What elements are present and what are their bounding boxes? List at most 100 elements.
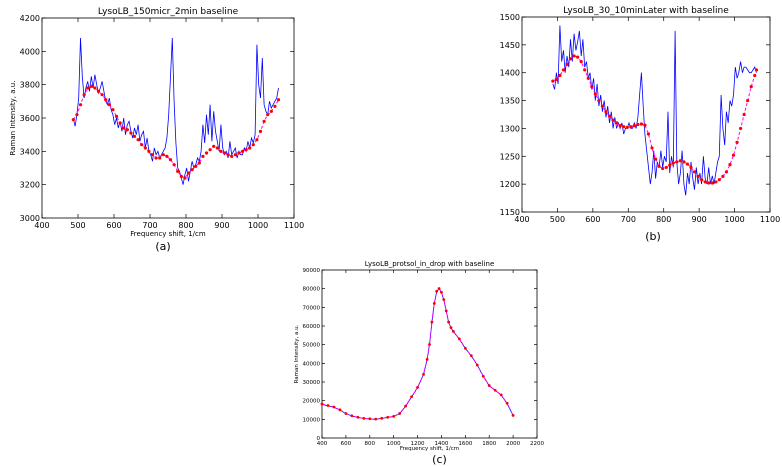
x-tick-label-b: 600 <box>585 215 600 224</box>
baseline-point-c <box>447 320 451 324</box>
baseline-point-c <box>374 417 378 421</box>
baseline-point-a <box>100 93 104 97</box>
y-tick-label-c: 40000 <box>303 361 321 367</box>
baseline-point-b <box>604 110 608 114</box>
chart-b: 400 500 600 700 800 900 1000 1100 1150 1200 1250 13… <box>500 6 781 243</box>
baseline-point-b <box>710 181 714 185</box>
x-tick-label-c: 2200 <box>530 441 544 447</box>
baseline-point-a <box>262 119 266 123</box>
baseline-point-b <box>696 174 700 178</box>
baseline-point-c <box>350 414 354 418</box>
y-tick-label-c: 80000 <box>303 287 321 293</box>
baseline-point-b <box>714 180 718 184</box>
baseline-point-c <box>344 412 348 415</box>
baseline-point-a <box>194 164 198 168</box>
baseline-point-c <box>422 372 425 376</box>
baseline-point-c <box>368 417 372 421</box>
baseline-line-c <box>321 287 514 420</box>
baseline-point-b <box>597 98 601 103</box>
baseline-point-b <box>607 114 612 118</box>
baseline-point-a <box>71 118 75 122</box>
baseline-point-a <box>125 128 129 132</box>
baseline-point-b <box>561 68 566 72</box>
baseline-point-a <box>161 153 165 157</box>
baseline-point-b <box>579 59 583 64</box>
y-tick-label-a: 3000 <box>20 214 40 223</box>
baseline-point-b <box>728 163 732 167</box>
baseline-point-c <box>505 401 509 405</box>
baseline-point-b <box>593 92 597 96</box>
baseline-point-a <box>96 89 101 93</box>
x-tick-label-a: 500 <box>70 221 85 230</box>
y-tick-label-c: 10000 <box>303 417 321 423</box>
x-tick-label-c: 1400 <box>434 441 448 447</box>
baseline-point-b <box>572 54 576 58</box>
baseline-point-b <box>625 125 629 129</box>
baseline-point-b <box>742 112 746 117</box>
baseline-point-a <box>75 113 79 117</box>
x-axis-label-a: Frequency shift, 1/cm <box>130 230 206 238</box>
x-tick-label-c: 800 <box>365 441 376 447</box>
x-tick-label-c: 1000 <box>387 441 401 447</box>
baseline-point-c <box>487 384 491 387</box>
y-tick-label-b: 1300 <box>500 124 520 133</box>
baseline-point-c <box>463 346 467 350</box>
baseline-point-a <box>258 129 263 133</box>
baseline-point-a <box>276 98 281 102</box>
baseline-point-c <box>326 404 330 407</box>
baseline-point-a <box>158 156 162 160</box>
baseline-point-a <box>89 84 93 88</box>
baseline-point-b <box>738 126 743 131</box>
x-tick-label-b: 700 <box>621 215 636 224</box>
x-axis-label-c: Frequency shift, 1/cm <box>400 446 459 452</box>
baseline-point-b <box>675 160 679 164</box>
baseline-point-c <box>410 395 413 399</box>
y-tick-label-a: 3200 <box>20 181 40 190</box>
figure-caption-c: (c) <box>432 453 447 466</box>
baseline-point-a <box>183 176 187 180</box>
baseline-point-b <box>611 118 615 122</box>
baseline-point-a <box>147 149 151 153</box>
baseline-point-b <box>754 68 759 72</box>
baseline-point-a <box>168 158 173 162</box>
y-tick-label-b: 1200 <box>500 180 520 189</box>
baseline-point-a <box>186 171 191 175</box>
baseline-point-b <box>721 174 725 178</box>
x-tick-label-b: 1000 <box>724 215 744 224</box>
y-tick-label-c: 90000 <box>303 268 321 274</box>
baseline-point-b <box>618 124 622 128</box>
x-tick-label-b: 900 <box>692 215 707 224</box>
baseline-point-b <box>707 181 711 185</box>
x-tick-label-c: 600 <box>341 441 352 447</box>
y-tick-label-c: 70000 <box>303 305 321 311</box>
baseline-point-c <box>440 290 443 294</box>
baseline-point-b <box>703 180 707 184</box>
baseline-point-a <box>266 113 270 117</box>
baseline-point-c <box>332 405 336 409</box>
x-tick-label-a: 900 <box>214 221 229 230</box>
baseline-point-a <box>255 138 259 142</box>
baseline-point-c <box>338 408 342 412</box>
baseline-point-a <box>107 103 111 107</box>
baseline-point-a <box>143 146 147 150</box>
baseline-point-b <box>664 165 668 170</box>
baseline-point-a <box>219 149 223 153</box>
baseline-point-b <box>661 166 665 171</box>
y-tick-label-a: 3600 <box>20 114 40 123</box>
x-tick-label-c: 400 <box>317 441 328 447</box>
y-tick-label-b: 1350 <box>500 97 520 106</box>
y-axis-label-a: Raman Intensity, a.u. <box>9 81 17 156</box>
baseline-point-c <box>320 402 324 406</box>
baseline-point-a <box>208 148 212 152</box>
y-tick-label-c: 60000 <box>303 324 321 330</box>
baseline-point-a <box>273 104 277 108</box>
baseline-point-a <box>190 168 194 172</box>
baseline-point-a <box>78 103 83 107</box>
baseline-point-b <box>554 77 558 81</box>
y-tick-label-b: 1450 <box>500 41 520 50</box>
y-tick-label-b: 1500 <box>500 13 520 22</box>
baseline-point-b <box>668 163 672 167</box>
x-tick-label-c: 1600 <box>458 441 472 447</box>
baseline-point-b <box>724 170 729 174</box>
